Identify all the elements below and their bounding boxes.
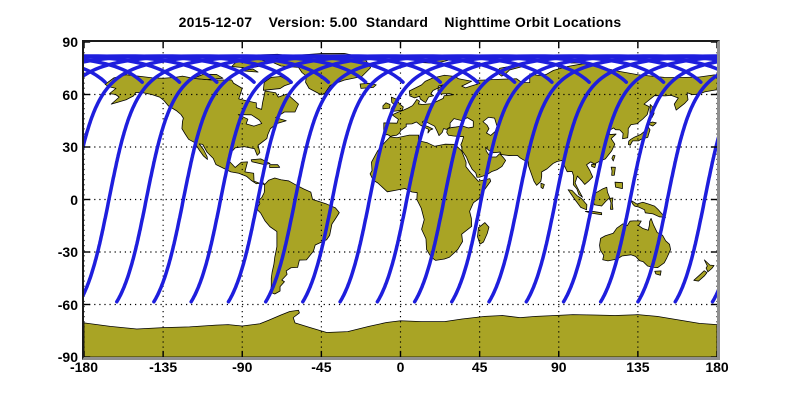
orbit-track	[598, 60, 717, 304]
orbit-track	[84, 54, 331, 84]
orbit-track	[449, 54, 717, 304]
landmass-new-zealand-north	[703, 259, 715, 273]
tick-marks-group	[84, 42, 717, 357]
landmass-sumatra	[567, 189, 588, 211]
orbit-track	[226, 54, 554, 304]
x-tick-label: -180	[69, 359, 99, 375]
x-tick-label: -135	[149, 359, 178, 375]
orbit-track	[84, 54, 368, 151]
landmass-ireland	[382, 102, 391, 110]
orbit-tracks-group	[84, 54, 717, 304]
plot-title: 2015-12-07 Version: 5.00 Standard Nightt…	[178, 14, 622, 30]
world-map-plot	[84, 42, 717, 357]
plot-frame	[82, 40, 720, 360]
landmass-luzon	[610, 166, 616, 176]
landmass-tasmania	[654, 270, 662, 276]
landmass-new-zealand-south	[693, 270, 708, 282]
orbit-track	[84, 54, 293, 84]
orbit-track	[375, 54, 703, 304]
x-tick-label: 0	[396, 359, 405, 375]
landmass-hainan	[591, 163, 597, 169]
orbit-track	[524, 54, 717, 304]
landmass-hispaniola	[269, 164, 281, 169]
landmass-madagascar	[477, 222, 490, 245]
orbit-track	[338, 54, 666, 304]
landmass-sulawesi	[609, 197, 614, 210]
x-tick-label: -45	[311, 359, 332, 375]
y-tick-label: 0	[70, 191, 78, 208]
orbit-track	[263, 54, 591, 304]
y-tick-label: 60	[62, 86, 78, 103]
landmass-borneo	[591, 186, 611, 207]
x-tick-label: 45	[471, 359, 488, 375]
x-tick-label: -90	[232, 359, 253, 375]
y-tick-label: 90	[62, 34, 78, 50]
orbit-track	[673, 136, 717, 304]
x-tick-label: 180	[705, 359, 729, 375]
landmass-sri-lanka	[540, 182, 545, 190]
y-tick-label: -90	[57, 349, 78, 365]
x-tick-label: 90	[550, 359, 567, 375]
landmass-north-america	[104, 74, 299, 186]
orbit-track	[412, 54, 717, 304]
x-tick-label: 135	[626, 359, 650, 375]
y-tick-label: -60	[57, 296, 78, 313]
landmass-africa	[369, 134, 492, 261]
landmass-devon-island	[241, 68, 259, 73]
orbit-track	[636, 73, 717, 304]
landmass-eurasia	[383, 63, 717, 198]
landmass-taiwan	[611, 154, 616, 162]
y-tick-label: 30	[62, 139, 78, 155]
orbit-track	[487, 54, 717, 304]
orbit-track	[561, 55, 717, 304]
y-tick-label: -30	[57, 244, 78, 260]
landmass-mindanao	[614, 181, 623, 190]
orbit-track	[301, 54, 629, 304]
